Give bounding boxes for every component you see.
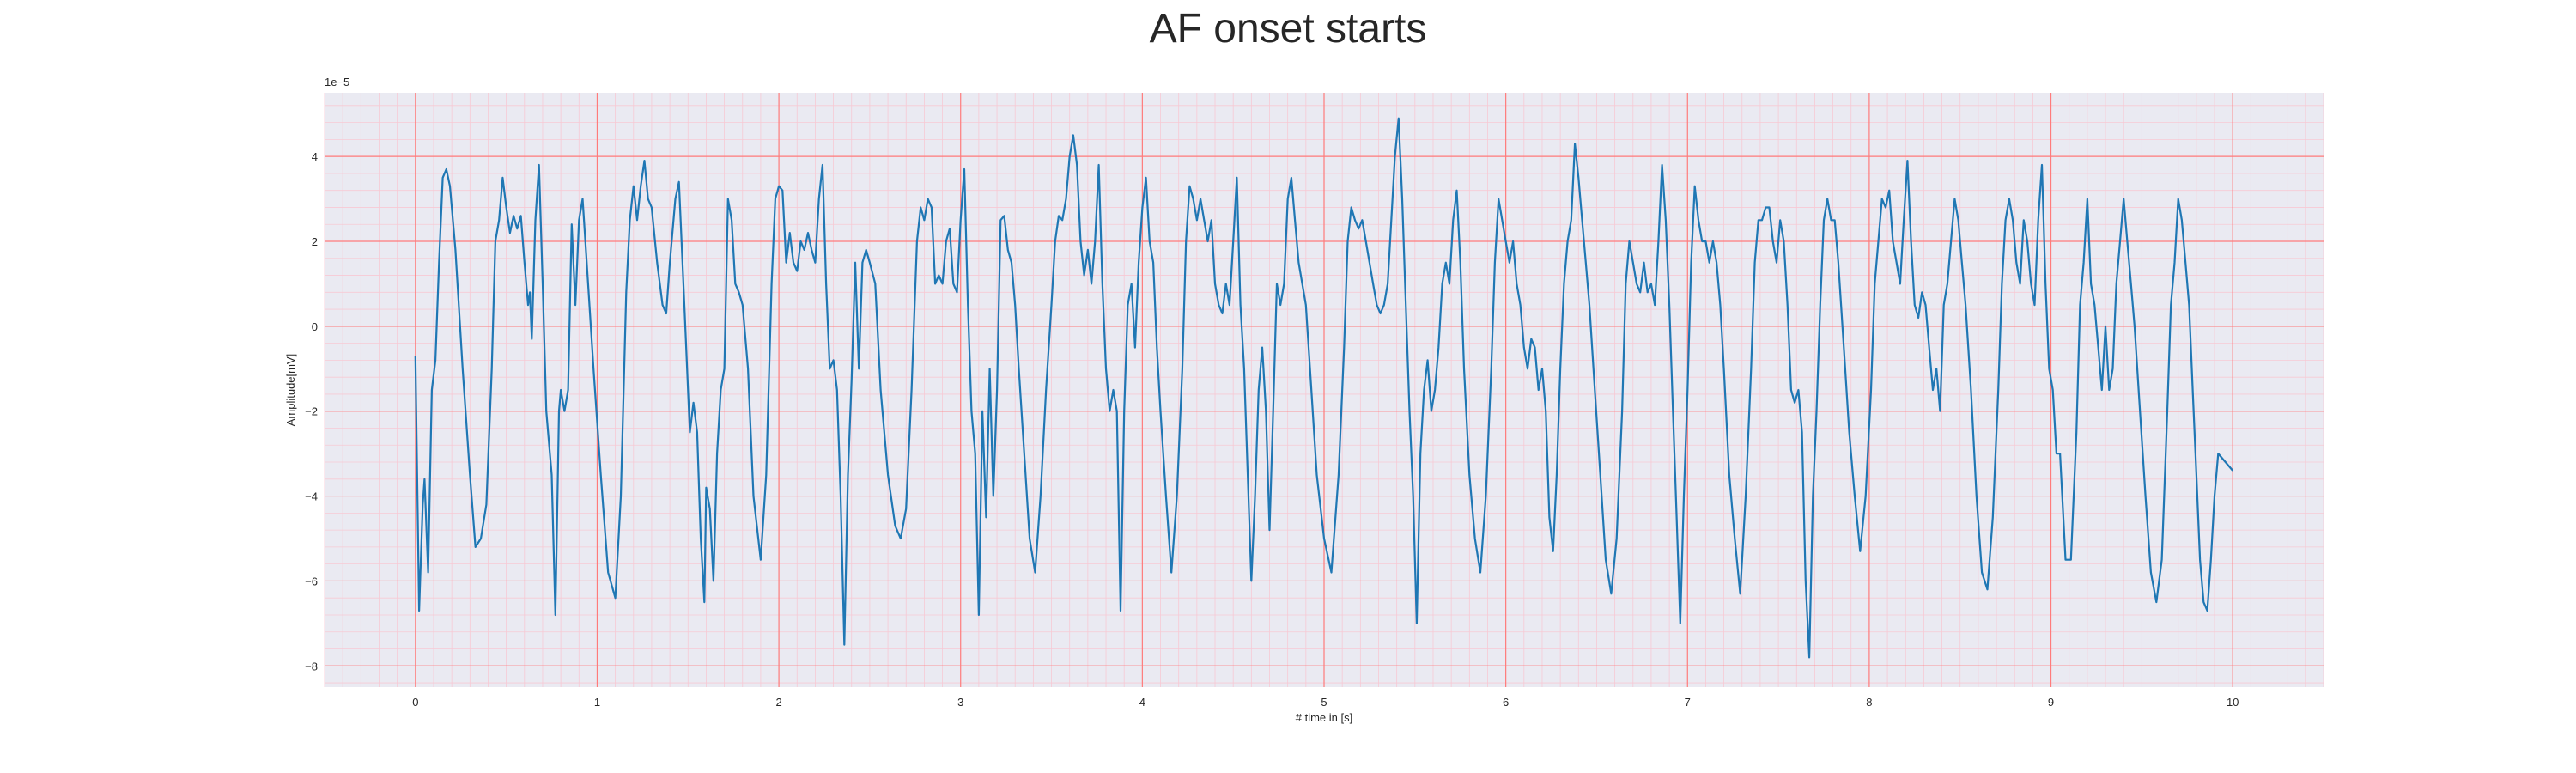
series-layer	[414, 117, 2234, 659]
x-tick-label: 6	[1503, 696, 1509, 709]
y-axis-scale-note: 1e−5	[325, 76, 349, 88]
y-axis-ticks: −8 −6 −4 −2 0 2 4	[305, 150, 318, 673]
x-tick-label: 5	[1321, 696, 1327, 709]
y-tick-label: 4	[312, 150, 318, 163]
x-tick-label: 10	[2227, 696, 2239, 709]
y-tick-label: −2	[305, 405, 318, 418]
x-tick-label: 9	[2048, 696, 2054, 709]
x-axis-ticks: 0 1 2 3 4 5 6 7 8 9 10	[412, 696, 2239, 709]
x-tick-label: 3	[957, 696, 963, 709]
x-tick-label: 0	[412, 696, 418, 709]
x-tick-label: 7	[1685, 696, 1691, 709]
chart-title: AF onset starts	[1149, 6, 1427, 52]
x-tick-label: 1	[594, 696, 600, 709]
y-axis-label: Amplitude[mV]	[284, 354, 297, 427]
y-tick-label: 0	[312, 320, 318, 333]
x-tick-label: 4	[1139, 696, 1145, 709]
y-tick-label: −6	[305, 575, 318, 587]
y-tick-label: −4	[305, 490, 318, 503]
x-tick-label: 8	[1866, 696, 1872, 709]
major-grid	[325, 93, 2324, 687]
x-axis-label: # time in [s]	[1296, 711, 1352, 724]
x-tick-label: 2	[775, 696, 781, 709]
series-line	[414, 117, 2234, 659]
y-tick-label: −8	[305, 660, 318, 673]
y-tick-label: 2	[312, 235, 318, 248]
